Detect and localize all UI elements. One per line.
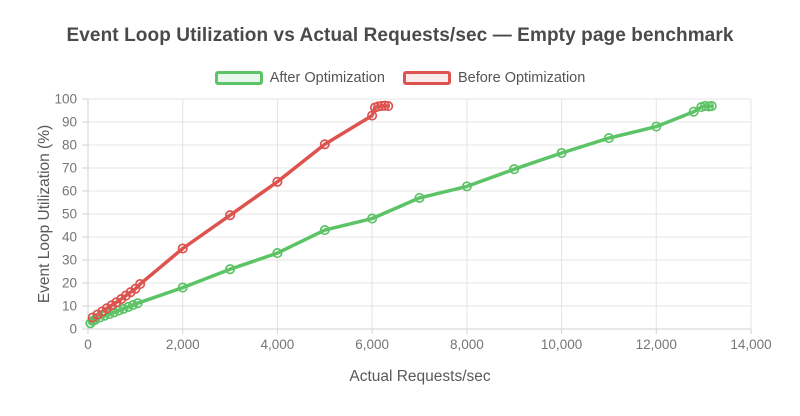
svg-text:100: 100 <box>54 92 77 107</box>
svg-text:80: 80 <box>62 138 77 153</box>
svg-text:10: 10 <box>62 299 77 314</box>
svg-text:20: 20 <box>62 276 77 291</box>
svg-text:12,000: 12,000 <box>636 337 677 352</box>
svg-text:10,000: 10,000 <box>541 337 582 352</box>
svg-text:8,000: 8,000 <box>450 337 484 352</box>
svg-text:50: 50 <box>62 207 77 222</box>
svg-text:6,000: 6,000 <box>355 337 389 352</box>
x-axis-title: Actual Requests/sec <box>349 368 491 385</box>
svg-text:2,000: 2,000 <box>166 337 200 352</box>
svg-text:60: 60 <box>62 184 77 199</box>
svg-text:0: 0 <box>84 337 92 352</box>
svg-text:30: 30 <box>62 253 77 268</box>
y-axis-title: Event Loop Utilization (%) <box>36 124 53 304</box>
svg-text:0: 0 <box>69 322 77 337</box>
svg-text:14,000: 14,000 <box>730 337 771 352</box>
svg-text:4,000: 4,000 <box>261 337 295 352</box>
svg-text:70: 70 <box>62 161 77 176</box>
chart-legend: After Optimization Before Optimization <box>0 70 800 86</box>
svg-text:90: 90 <box>62 115 77 130</box>
legend-item-before-optimization[interactable]: Before Optimization <box>402 70 586 86</box>
legend-item-after-optimization[interactable]: After Optimization <box>214 70 385 86</box>
legend-label: After Optimization <box>269 70 385 86</box>
svg-text:40: 40 <box>62 230 77 245</box>
chart-title: Event Loop Utilization vs Actual Request… <box>66 25 734 46</box>
legend-label: Before Optimization <box>457 70 586 86</box>
legend-swatch <box>402 71 451 85</box>
legend-swatch <box>214 71 263 85</box>
